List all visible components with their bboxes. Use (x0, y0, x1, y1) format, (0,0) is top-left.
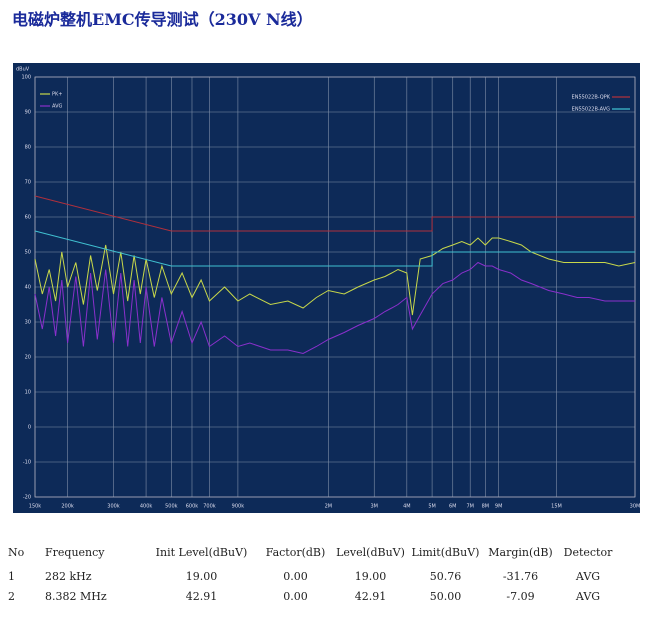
legend-label: EN55022B-QPK (572, 95, 611, 101)
table-cell: AVG (575, 589, 601, 603)
table-cell: -31.76 (502, 569, 539, 583)
chart-title: 电磁炉整机EMC传导测试（230V N线） (12, 10, 313, 29)
table-cell: 19.00 (354, 569, 387, 583)
y-tick-label: 10 (25, 390, 31, 396)
series-line (34, 237, 636, 316)
table-cell: 42.91 (185, 589, 218, 603)
x-tick-label: 500k (165, 504, 178, 510)
x-tick-label: 900k (232, 504, 245, 510)
table-cell: Margin(dB) (488, 545, 553, 559)
x-tick-label: 3M (370, 504, 378, 510)
table-row: 1 282 kHz 19.00 0.00 19.00 50.76 -31.76 AVG (8, 566, 618, 586)
table-cell: 0.00 (283, 569, 308, 583)
y-tick-label: 70 (25, 180, 31, 186)
y-tick-label: -10 (23, 460, 31, 466)
series-line (34, 230, 635, 267)
y-tick-label: 40 (25, 285, 31, 291)
x-tick-label: 6M (449, 504, 457, 510)
table-cell: 50.00 (429, 589, 462, 603)
table-cell: 8.382 MHz (45, 589, 107, 603)
x-tick-label: 200k (61, 504, 74, 510)
y-tick-label: -20 (23, 495, 31, 501)
y-tick-label: 50 (25, 250, 31, 256)
table-cell: -7.09 (506, 589, 535, 603)
x-tick-label: 4M (403, 504, 411, 510)
x-tick-label: 8M (482, 504, 490, 510)
x-tick-label: 150k (29, 504, 42, 510)
table-cell: 42.91 (354, 589, 387, 603)
series-line (34, 195, 635, 232)
table-cell: 50.76 (429, 569, 462, 583)
x-tick-label: 600k (186, 504, 199, 510)
table-row: No Frequency Init Level(dBuV) Factor(dB) Lev… (8, 538, 618, 566)
plot-frame (34, 76, 636, 498)
series-line (34, 261, 635, 355)
table-cell: Detector (563, 545, 613, 559)
y-tick-label: 30 (25, 320, 31, 326)
x-tick-label: 2M (325, 504, 333, 510)
result-table: No Frequency Init Level(dBuV) Factor(dB) Lev… (8, 538, 618, 606)
x-tick-label: 30M (630, 504, 641, 510)
table-cell: AVG (575, 569, 601, 583)
x-tick-label: 300k (107, 504, 120, 510)
table-cell: 19.00 (185, 569, 218, 583)
y-tick-label: 80 (25, 145, 31, 151)
legend-label: EN55022B-AVG (572, 107, 610, 113)
x-tick-label: 400k (140, 504, 153, 510)
y-tick-label: 20 (25, 355, 31, 361)
legend-label: AVG (52, 104, 63, 110)
table-cell: 0.00 (283, 589, 308, 603)
legend-label: PK+ (52, 92, 62, 98)
table-cell: Level(dBuV) (336, 545, 405, 559)
y-tick-label: 60 (25, 215, 31, 221)
table-cell: Frequency (45, 545, 105, 559)
x-tick-label: 15M (551, 504, 562, 510)
x-tick-label: 5M (428, 504, 436, 510)
y-tick-label: 100 (21, 75, 31, 81)
table-cell: Limit(dBuV) (411, 545, 480, 559)
y-tick-label: 0 (28, 425, 31, 431)
table-cell: No (8, 545, 25, 559)
plot-background (13, 63, 640, 513)
y-tick-label: 90 (25, 110, 31, 116)
table-cell: Init Level(dBuV) (155, 545, 248, 559)
table-row: 2 8.382 MHz 42.91 0.00 42.91 50.00 -7.09 AVG (8, 586, 618, 606)
x-tick-label: 700k (203, 504, 216, 510)
table-cell: 282 kHz (45, 569, 92, 583)
table-cell: 1 (8, 569, 15, 583)
table-cell: 2 (8, 589, 15, 603)
y-axis-label: dBuV (16, 67, 30, 73)
table-cell: Factor(dB) (265, 545, 326, 559)
x-tick-label: 7M (466, 504, 474, 510)
x-tick-label: 9M (495, 504, 503, 510)
